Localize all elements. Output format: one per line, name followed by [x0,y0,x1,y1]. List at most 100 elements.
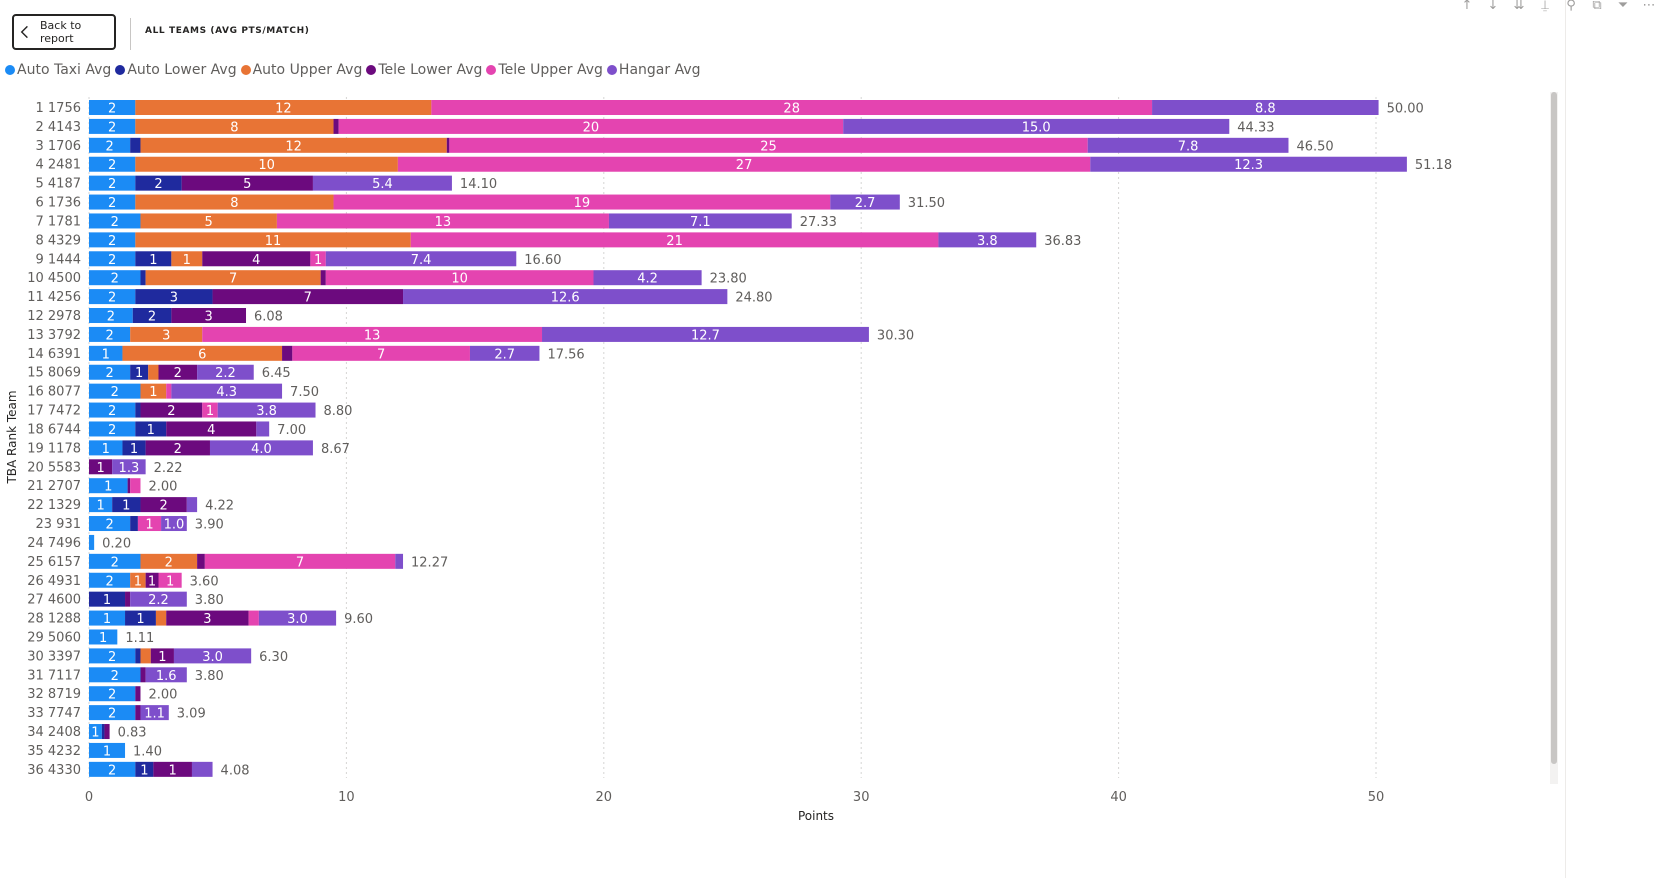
bar-segment [212,289,404,305]
bar-segment [608,213,792,229]
arrow-down-icon[interactable]: ↓ [1487,0,1499,13]
segment-data-label: 2 [105,518,113,533]
y-tick-label: 2 4143 [36,120,82,135]
bar-segment [248,610,259,626]
bar-segment [431,100,1153,115]
segment-data-label: 10 [451,272,468,287]
segment-data-label: 1 [149,253,157,268]
bar-segment [410,232,939,248]
bar-segment [140,705,169,721]
bar-segment [89,364,131,380]
bar-segment [135,194,334,210]
y-tick-label: 27 4600 [27,593,81,608]
total-data-label: 9.60 [344,612,373,627]
x-axis-title: Points [798,809,834,823]
pin-icon[interactable]: ⚲ [1566,0,1576,13]
bar-segment [145,667,187,683]
segment-data-label: 1 [103,744,111,759]
legend-item[interactable]: Auto Lower Avg [115,62,237,78]
bar-segment [186,497,198,513]
back-button-label: Back to report [40,19,82,45]
bar-segment [145,440,210,456]
legend-item[interactable]: Tele Lower Avg [366,62,482,78]
legend-item[interactable]: Auto Taxi Avg [5,62,111,78]
bar-segment [135,232,411,248]
bar-segment [140,497,187,513]
bar-segment [122,440,146,456]
double-arrow-down-icon[interactable]: ⇊ [1513,0,1525,13]
x-tick-label: 10 [338,790,355,805]
legend-item[interactable]: Auto Upper Avg [240,62,362,78]
x-tick-label: 50 [1368,790,1385,805]
total-data-label: 8.67 [321,442,350,457]
segment-data-label: 12.6 [551,291,580,306]
segment-data-label: 1 [166,574,174,589]
bar-segment [395,553,404,569]
total-data-label: 3.80 [195,669,224,684]
total-data-label: 6.30 [259,650,288,665]
bar-segment [89,308,133,324]
total-data-label: 27.33 [800,215,837,230]
segment-data-label: 13 [364,328,381,343]
legend-label: Tele Lower Avg [378,62,483,78]
y-tick-label: 30 3397 [27,649,81,664]
legend-dot-icon [115,65,126,75]
segment-data-label: 2 [108,291,116,306]
arrow-up-icon[interactable]: ↑ [1461,0,1473,13]
segment-data-label: 4 [207,423,215,438]
segment-data-label: 1 [99,631,107,646]
segment-data-label: 2 [160,499,168,514]
segment-data-label: 2 [105,139,113,154]
legend-item[interactable]: Tele Upper Avg [486,62,603,78]
total-data-label: 30.30 [877,328,914,343]
segment-data-label: 3.8 [256,404,277,419]
segment-data-label: 4.0 [251,442,272,457]
segment-data-label: 2 [108,404,116,419]
total-data-label: 51.18 [1415,158,1452,173]
segment-data-label: 2.7 [494,347,515,362]
filter-icon[interactable]: ⏷ [1617,0,1629,13]
y-tick-label: 24 7496 [27,536,81,551]
y-tick-label: 11 4256 [27,290,81,305]
back-to-report-button[interactable]: Back to report [12,14,116,50]
segment-data-label: 6 [198,347,206,362]
expand-hierarchy-icon[interactable]: ⍊ [1541,0,1549,13]
segment-data-label: 2 [154,177,162,192]
total-data-label: 44.33 [1237,120,1274,135]
segment-data-label: 7.1 [690,215,711,230]
segment-data-label: 28 [783,102,800,117]
bar-segment [171,383,283,399]
total-data-label: 0.83 [118,726,147,741]
segment-data-label: 4.3 [216,385,237,400]
chevron-left-icon [20,25,28,39]
bar-segment [202,326,543,342]
copy-icon[interactable]: ⧉ [1592,0,1602,13]
bar-segment [135,289,213,305]
total-data-label: 46.50 [1296,139,1333,154]
total-data-label: 50.00 [1387,102,1424,117]
x-tick-label: 0 [85,790,93,805]
segment-data-label: 1 [134,574,142,589]
legend-label: Auto Lower Avg [127,62,237,78]
more-options-icon[interactable]: ⋯ [1642,0,1656,13]
bar-segment [89,667,141,683]
bar-segment [89,402,136,418]
bar-segment [1090,156,1407,172]
scrollbar-thumb[interactable] [1551,92,1557,764]
bar-segment [89,137,131,153]
bar-segment [89,648,136,664]
segment-data-label: 2 [105,574,113,589]
y-tick-label: 34 2408 [27,725,81,740]
segment-data-label: 1 [140,763,148,778]
y-tick-label: 33 7747 [27,706,81,721]
bar-segment [135,251,172,267]
total-data-label: 31.50 [908,196,945,211]
segment-data-label: 1 [206,404,214,419]
segment-data-label: 2 [107,310,115,325]
bar-segment [258,610,337,626]
visual-toolbar: ↑ ↓ ⇊ ⍊ ⚲ ⧉ ⏷ ⋯ [1459,0,1657,14]
segment-data-label: 7 [229,272,237,287]
segment-data-label: 2 [108,102,116,117]
legend-item[interactable]: Hangar Avg [606,62,701,78]
bar-segment [135,686,141,702]
